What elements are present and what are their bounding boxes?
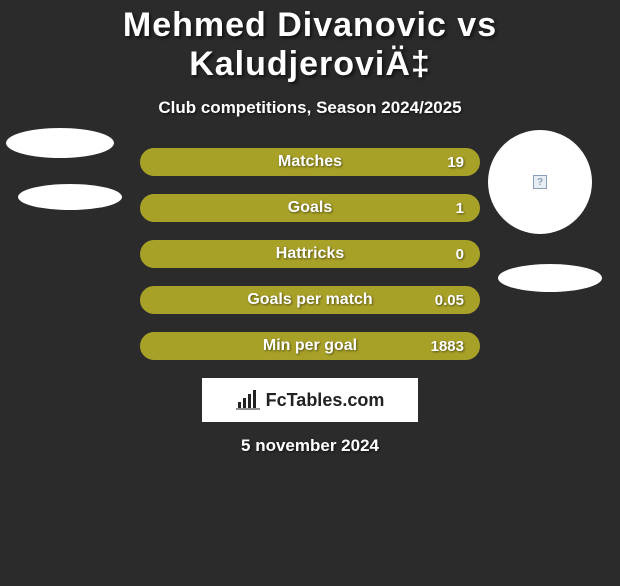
bar-chart-icon (236, 390, 260, 410)
player-right-ellipse (498, 264, 602, 292)
stat-value-right: 19 (447, 154, 464, 171)
stat-label: Goals per match (247, 291, 372, 309)
stat-value-right: 1883 (431, 338, 464, 355)
stat-value-right: 0.05 (435, 292, 464, 309)
stat-bar: Hattricks 0 (140, 240, 480, 268)
stat-label: Goals (288, 199, 332, 217)
stat-bar: Matches 19 (140, 148, 480, 176)
branding-text: FcTables.com (266, 390, 385, 411)
stat-value-right: 0 (456, 246, 464, 263)
stat-value-right: 1 (456, 200, 464, 217)
comparison-title: Mehmed Divanovic vs KaludjeroviÄ‡ (0, 6, 620, 84)
stats-container: Matches 19 Goals 1 Hattricks 0 Goals per match… (140, 148, 480, 360)
stat-bar: Goals per match 0.05 (140, 286, 480, 314)
branding-box[interactable]: FcTables.com (202, 378, 418, 422)
stat-label: Hattricks (276, 245, 344, 263)
stat-bar: Min per goal 1883 (140, 332, 480, 360)
image-placeholder-icon: ? (533, 175, 547, 189)
snapshot-date: 5 november 2024 (0, 436, 620, 456)
stat-label: Matches (278, 153, 342, 171)
stat-label: Min per goal (263, 337, 357, 355)
player-right-avatar: ? (488, 130, 592, 234)
player-left-ellipse-2 (18, 184, 122, 210)
stat-bar: Goals 1 (140, 194, 480, 222)
comparison-subtitle: Club competitions, Season 2024/2025 (0, 98, 620, 118)
player-left-ellipse-1 (6, 128, 114, 158)
